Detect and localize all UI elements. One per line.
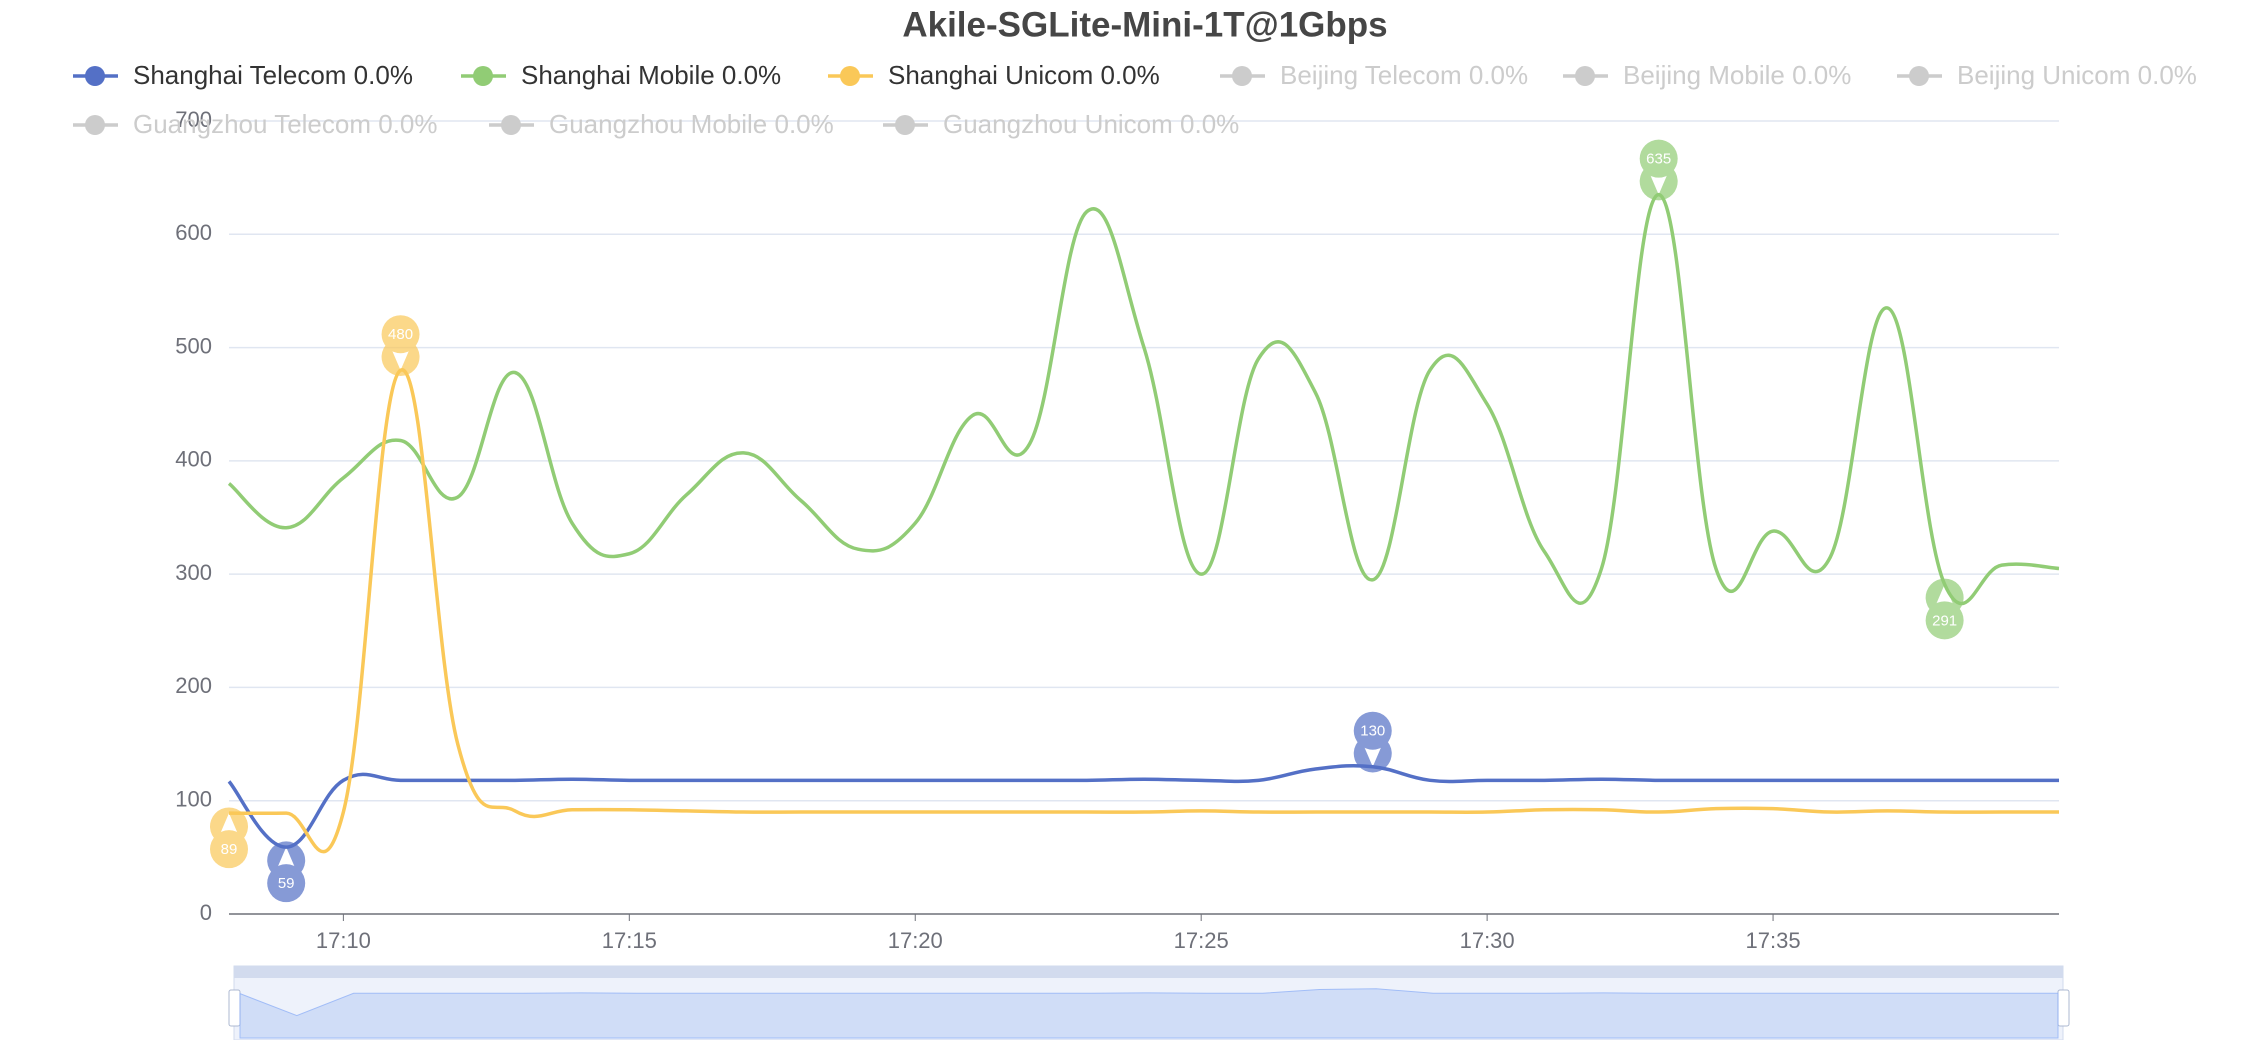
- mark-label: 130: [1360, 723, 1385, 740]
- y-tick-label: 0: [200, 900, 212, 925]
- mark-label: 291: [1932, 612, 1957, 629]
- legend-symbol: [85, 115, 105, 135]
- legend-item[interactable]: Guangzhou Mobile 0.0%: [489, 109, 834, 139]
- legend-label: Guangzhou Telecom 0.0%: [133, 109, 438, 139]
- legend-symbol: [85, 66, 105, 86]
- y-tick-label: 100: [175, 787, 212, 812]
- legend-item[interactable]: Beijing Mobile 0.0%: [1563, 60, 1851, 90]
- mark-point: 89: [209, 807, 248, 869]
- legend-label: Shanghai Mobile 0.0%: [521, 60, 781, 90]
- zoom-bar[interactable]: [234, 966, 2063, 978]
- x-tick-label: 17:35: [1746, 928, 1801, 953]
- y-tick-label: 500: [175, 333, 212, 358]
- x-tick-label: 17:15: [602, 928, 657, 953]
- legend-item[interactable]: Guangzhou Unicom 0.0%: [883, 109, 1239, 139]
- mark-point: 635: [1639, 139, 1678, 201]
- legend-item[interactable]: Guangzhou Telecom 0.0%: [73, 109, 438, 139]
- legend-item[interactable]: Shanghai Unicom 0.0%: [828, 60, 1160, 90]
- legend-symbol: [501, 115, 521, 135]
- legend-label: Beijing Mobile 0.0%: [1623, 60, 1851, 90]
- mark-label: 480: [388, 326, 413, 343]
- chart-title: Akile-SGLite-Mini-1T@1Gbps: [902, 5, 1387, 44]
- zoom-handle-right[interactable]: [2057, 989, 2070, 1027]
- legend-label: Shanghai Unicom 0.0%: [888, 60, 1160, 90]
- legend-symbol: [1232, 66, 1252, 86]
- mark-label: 59: [278, 875, 295, 892]
- zoom-handle-left[interactable]: [228, 989, 241, 1027]
- mark-pin-head: [1639, 139, 1678, 178]
- mark-pin-head: [267, 864, 306, 903]
- mark-pin-head: [210, 830, 248, 869]
- series-line: [227, 763, 2059, 849]
- legend-label: Beijing Telecom 0.0%: [1280, 60, 1528, 90]
- mark-point: 480: [381, 315, 420, 376]
- legend-item[interactable]: Beijing Telecom 0.0%: [1220, 60, 1528, 90]
- mark-label: 89: [221, 841, 238, 858]
- y-tick-label: 400: [175, 447, 212, 472]
- series-line: [228, 368, 2059, 854]
- mark-point: 291: [1925, 578, 1964, 640]
- mark-point: 59: [267, 841, 306, 903]
- mark-label: 635: [1646, 151, 1671, 168]
- legend-label: Shanghai Telecom 0.0%: [133, 60, 413, 90]
- x-tick-label: 17:20: [888, 928, 943, 953]
- legend-item[interactable]: Beijing Unicom 0.0%: [1897, 60, 2197, 90]
- mark-pin-head: [381, 315, 420, 354]
- y-tick-label: 200: [175, 673, 212, 698]
- y-tick-label: 300: [175, 560, 212, 585]
- y-tick-label: 700: [175, 107, 212, 132]
- legend-symbol: [895, 115, 915, 135]
- legend-item[interactable]: Shanghai Mobile 0.0%: [461, 60, 781, 90]
- mark-point: 130: [1353, 711, 1392, 773]
- legend-symbol: [1909, 66, 1929, 86]
- legend-symbol: [840, 66, 860, 86]
- series-line: [227, 192, 2060, 606]
- y-tick-label: 600: [175, 220, 212, 245]
- x-tick-label: 17:10: [316, 928, 371, 953]
- legend-symbol: [473, 66, 493, 86]
- zoom-preview: [239, 988, 2059, 1039]
- x-tick-label: 17:25: [1174, 928, 1229, 953]
- x-tick-label: 17:30: [1460, 928, 1515, 953]
- mark-pin-head: [1353, 711, 1392, 750]
- legend-label: Guangzhou Mobile 0.0%: [549, 109, 834, 139]
- legend-item[interactable]: Shanghai Telecom 0.0%: [73, 60, 413, 90]
- legend-label: Guangzhou Unicom 0.0%: [943, 109, 1239, 139]
- legend-symbol: [1575, 66, 1595, 86]
- mark-pin-head: [1925, 601, 1964, 640]
- legend-label: Beijing Unicom 0.0%: [1957, 60, 2197, 90]
